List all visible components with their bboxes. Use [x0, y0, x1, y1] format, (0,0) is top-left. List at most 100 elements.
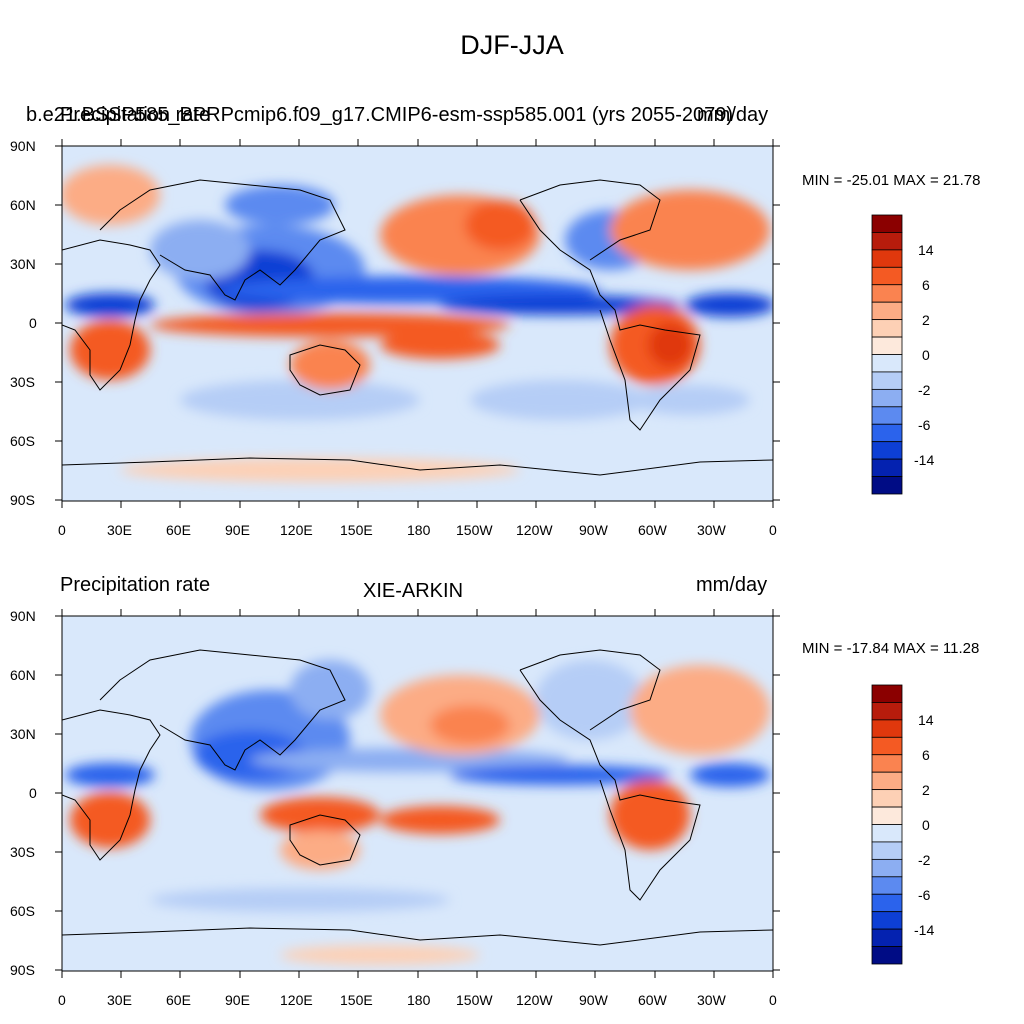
panel2-lon-label: 180 [407, 992, 431, 1008]
colorbar-swatch [871, 736, 903, 756]
colorbar-swatch [871, 684, 903, 703]
panel2-colorbar-label: -6 [918, 887, 931, 903]
panel2-dataset-title: XIE-ARKIN [363, 580, 464, 602]
panel1-colorbar-label: 2 [922, 312, 930, 328]
figure-title: DJF-JJA [460, 30, 564, 60]
panel2-coastlines [62, 649, 773, 946]
panel1-lon-label: 150W [456, 522, 493, 538]
panel2-units-title: mm/day [696, 574, 768, 596]
panel1-lat-label: 90N [10, 138, 36, 154]
panel2-lon-label: 0 [58, 992, 66, 1008]
panel1-colorbar-label: -6 [918, 417, 931, 433]
panel1-lon-label: 90W [579, 522, 608, 538]
panel1-lat-label: 0 [29, 315, 37, 331]
colorbar-swatch [871, 754, 903, 773]
panel2-lon-label: 60E [166, 992, 191, 1008]
panel2-lon-label: 30W [697, 992, 726, 1008]
colorbar-swatch [871, 771, 903, 791]
panel2-lon-label: 120E [280, 992, 313, 1008]
panel2-lat-label: 0 [29, 785, 37, 801]
panel1-lon-label: 120E [280, 522, 313, 538]
colorbar-swatch [871, 266, 903, 286]
colorbar-swatch [871, 232, 903, 251]
colorbar-swatch [871, 388, 903, 408]
colorbar-swatch [871, 476, 903, 495]
panel1-colorbar-label: -2 [918, 382, 931, 398]
panel1-lon-label: 90E [225, 522, 250, 538]
panel1-case-title: b.e21.BSSP585_BPRPcmip6.f09_g17.CMIP6-es… [26, 104, 734, 126]
panel2-colorbar-label: -2 [918, 852, 931, 868]
colorbar-swatch [871, 336, 903, 355]
colorbar-swatch [871, 893, 903, 913]
panel1-colorbar-label: 0 [922, 347, 930, 363]
colorbar-swatch [871, 319, 903, 338]
panel1-lon-label: 0 [769, 522, 777, 538]
panel2-lat-label: 30S [10, 844, 35, 860]
panel2-variable-title: Precipitation rate [60, 574, 211, 596]
panel2-colorbar-label: -14 [914, 922, 935, 938]
colorbar-swatch [871, 858, 903, 878]
colorbar-swatch [871, 371, 903, 390]
panel1-lat-label: 90S [10, 492, 35, 508]
colorbar-swatch [871, 249, 903, 268]
panel2-lon-label: 60W [638, 992, 667, 1008]
panel2-colorbar-label: 0 [922, 817, 930, 833]
panel1-lat-label: 30N [10, 256, 36, 272]
colorbar-swatch [871, 354, 903, 373]
colorbar-swatch [871, 911, 903, 930]
panel1-variable-title: Precipitation rate [60, 104, 211, 126]
panel2-lat-label: 60S [10, 903, 35, 919]
panel1-lon-label: 0 [58, 522, 66, 538]
panel2-lon-label: 150E [340, 992, 373, 1008]
colorbar-swatch [871, 406, 903, 425]
panel1-lon-label: 180 [407, 522, 431, 538]
panel2-lat-label: 30N [10, 726, 36, 742]
panel1-colorbar-label: -14 [914, 452, 935, 468]
panel1-map [61, 145, 774, 502]
panel2-lon-label: 120W [516, 992, 553, 1008]
panel1-lon-label: 30E [107, 522, 132, 538]
panel2-map [61, 615, 774, 972]
panel2-colorbar-label: 2 [922, 782, 930, 798]
panel1-lon-label: 60W [638, 522, 667, 538]
panel2-lat-label: 90N [10, 608, 36, 624]
colorbar-swatch [871, 876, 903, 895]
panel1-lat-label: 60N [10, 197, 36, 213]
colorbar-swatch [871, 441, 903, 460]
colorbar-swatch [871, 928, 903, 947]
panel1-lat-label: 60S [10, 433, 35, 449]
colorbar-swatch [871, 214, 903, 233]
panel1-coastlines [62, 179, 773, 476]
colorbar-swatch [871, 824, 903, 843]
panel1-lon-label: 30W [697, 522, 726, 538]
panel2-min-max: MIN = -17.84 MAX = 11.28 [802, 640, 980, 657]
panel1-units-title: mm/day [697, 104, 769, 126]
colorbar-swatch [871, 719, 903, 738]
panel1-lon-label: 60E [166, 522, 191, 538]
panel2-lon-label: 90W [579, 992, 608, 1008]
panel1-colorbar [871, 214, 903, 495]
panel1-axis-ticks [55, 139, 780, 508]
colorbar-swatch [871, 284, 903, 303]
panel2-lon-label: 30E [107, 992, 132, 1008]
colorbar-swatch [871, 806, 903, 825]
colorbar-swatch [871, 458, 903, 477]
panel1-lat-label: 30S [10, 374, 35, 390]
panel2-lon-label: 150W [456, 992, 493, 1008]
panel1-lon-label: 150E [340, 522, 373, 538]
panel2-colorbar [871, 684, 903, 965]
colorbar-swatch [871, 789, 903, 808]
panel2-colorbar-label: 14 [918, 712, 934, 728]
panel1-min-max: MIN = -25.01 MAX = 21.78 [802, 172, 981, 189]
panel1-colorbar-label: 6 [922, 277, 930, 293]
panel2-axis-ticks [55, 609, 780, 978]
colorbar-swatch [871, 301, 903, 321]
panel2-lat-label: 60N [10, 667, 36, 683]
panel2-lon-label: 0 [769, 992, 777, 1008]
panel2-lon-label: 90E [225, 992, 250, 1008]
colorbar-swatch [871, 423, 903, 443]
colorbar-swatch [871, 946, 903, 965]
panel2-lat-label: 90S [10, 962, 35, 978]
panel2-colorbar-label: 6 [922, 747, 930, 763]
